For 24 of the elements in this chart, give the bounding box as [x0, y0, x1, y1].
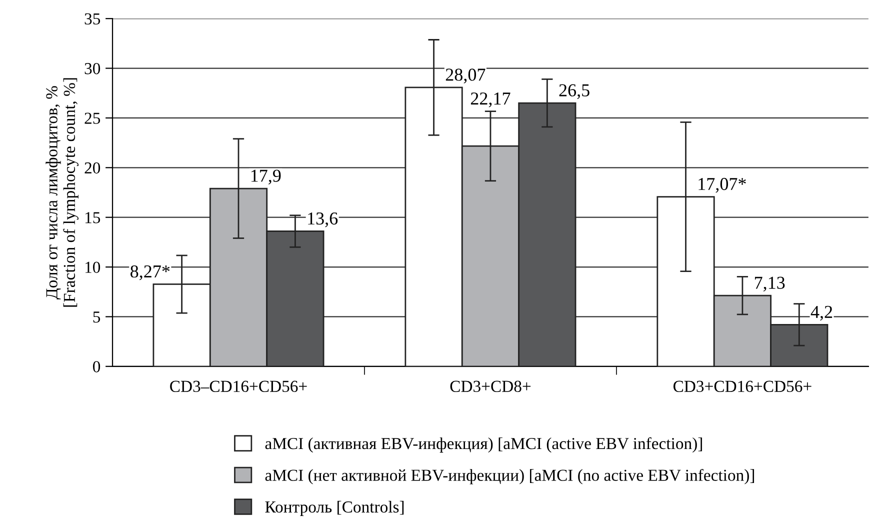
legend-label: aMCI (нет активной EBV-инфекции) [aMCI (no active EBV infection)] [265, 469, 754, 484]
y-tick-label: 10 [86, 262, 100, 273]
data-label: 17,9 [251, 170, 281, 184]
y-tick-label: 25 [84, 112, 100, 124]
x-tick-label: CD3–CD16+CD56+ [170, 380, 307, 392]
data-label: 26,5 [559, 84, 590, 99]
y-tick-label: 0 [93, 361, 100, 372]
data-label: 13,6 [308, 212, 338, 228]
data-label: 22,17 [470, 92, 510, 108]
data-label: 7,13 [754, 276, 785, 292]
data-label: 28,07 [446, 68, 486, 84]
y-tick-label: 30 [84, 62, 100, 74]
data-label: 4,2 [810, 306, 832, 321]
x-tick-label: CD3+CD16+CD56+ [673, 380, 812, 392]
y-tick-label: 20 [84, 162, 100, 174]
y-tick-label: 15 [86, 212, 100, 224]
legend-label: Контроль [Controls] [265, 500, 404, 516]
data-label: 8,27* [130, 265, 170, 280]
legend-label: aMCI (активная EBV-инфекция) [aMCI (active EBV infection)] [265, 437, 702, 453]
y-axis-title: Доля от числа лимфоцитов, % [Fraction of lymphocyte count, %] [46, 78, 78, 307]
data-label: 17,07* [698, 178, 746, 193]
y-tick-label: 5 [93, 312, 100, 323]
y-tick-label: 35 [84, 13, 100, 25]
x-tick-label: CD3+CD8+ [450, 380, 531, 392]
